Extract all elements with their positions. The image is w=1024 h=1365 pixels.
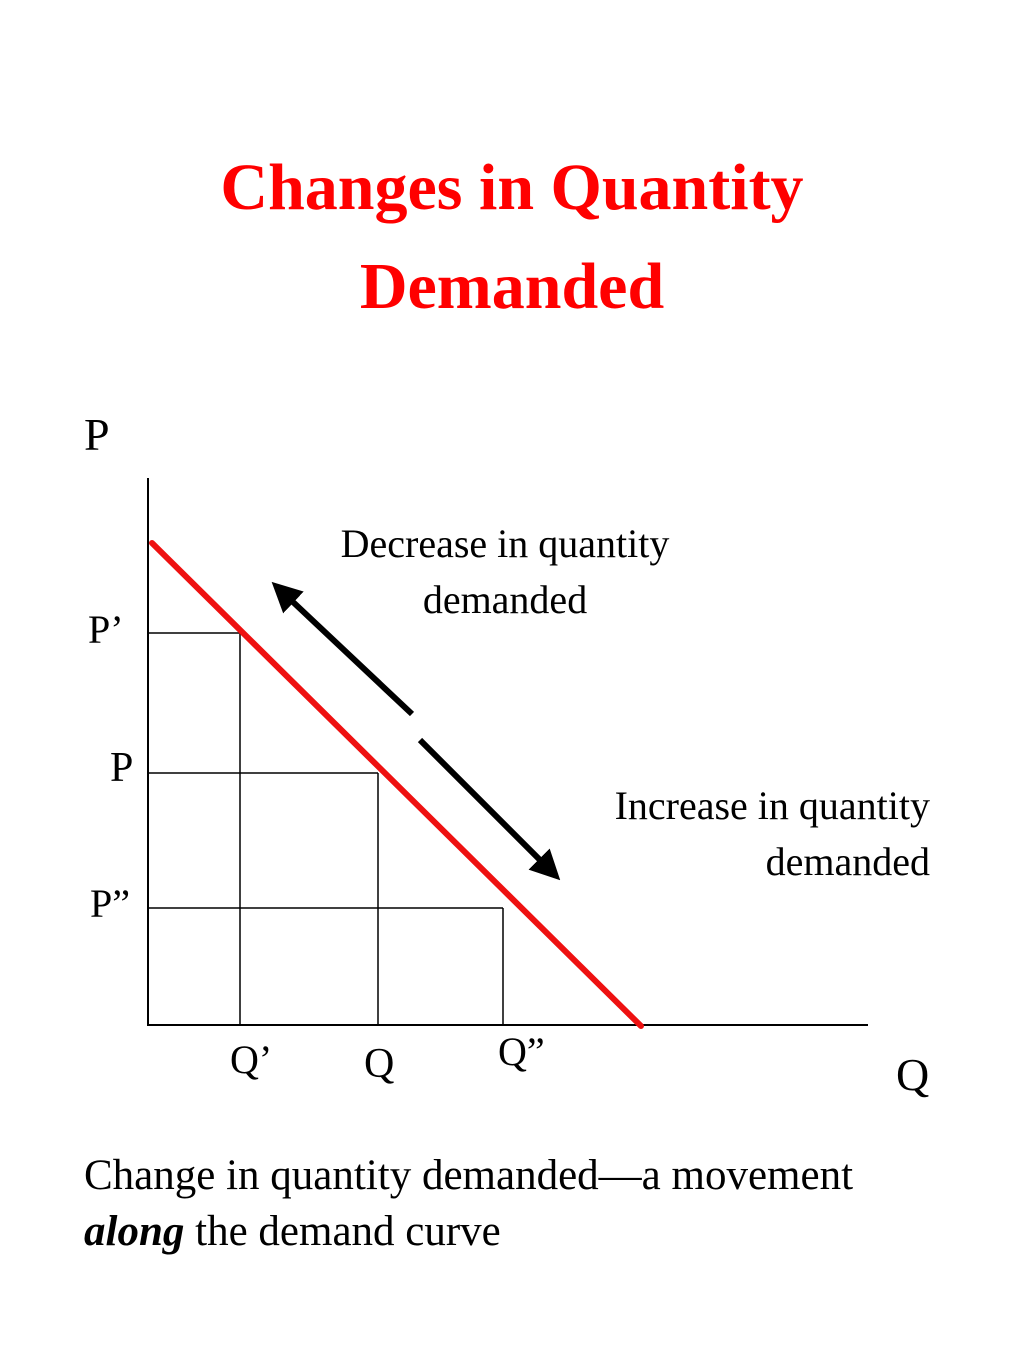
slide-title-line1: Changes in Quantity bbox=[220, 151, 804, 224]
price-label-p-double-prime: P” bbox=[90, 881, 130, 926]
quantity-label-q: Q bbox=[364, 1041, 395, 1087]
price-label-p: P bbox=[110, 745, 134, 791]
increase-annotation: Increase in quantity demanded bbox=[530, 778, 930, 890]
caption-emphasis: along bbox=[84, 1207, 185, 1255]
decrease-annotation-line2: demanded bbox=[422, 577, 588, 622]
caption: Change in quantity demanded—a movement a… bbox=[84, 1148, 984, 1260]
increase-annotation-line1: Increase in quantity bbox=[614, 783, 930, 828]
slide-title: Changes in Quantity Demanded bbox=[0, 138, 1024, 336]
quantity-label-q-prime: Q’ bbox=[230, 1037, 273, 1082]
decrease-annotation: Decrease in quantity demanded bbox=[300, 516, 710, 628]
decrease-annotation-line1: Decrease in quantity bbox=[340, 521, 670, 566]
caption-line2-rest: the demand curve bbox=[184, 1207, 501, 1255]
increase-arrow bbox=[417, 737, 561, 881]
quantity-label-q-double-prime: Q” bbox=[498, 1029, 545, 1074]
y-axis-label: P bbox=[84, 409, 110, 460]
x-axis-label: Q bbox=[896, 1049, 930, 1100]
demand-curve bbox=[149, 540, 644, 1029]
caption-line1: Change in quantity demanded—a movement bbox=[84, 1152, 854, 1199]
price-label-p-prime: P’ bbox=[88, 607, 124, 652]
increase-annotation-line2: demanded bbox=[765, 839, 930, 884]
caption-line2: along the demand curve bbox=[84, 1204, 984, 1260]
decrease-arrow bbox=[271, 581, 415, 717]
slide-title-line2: Demanded bbox=[359, 250, 665, 323]
